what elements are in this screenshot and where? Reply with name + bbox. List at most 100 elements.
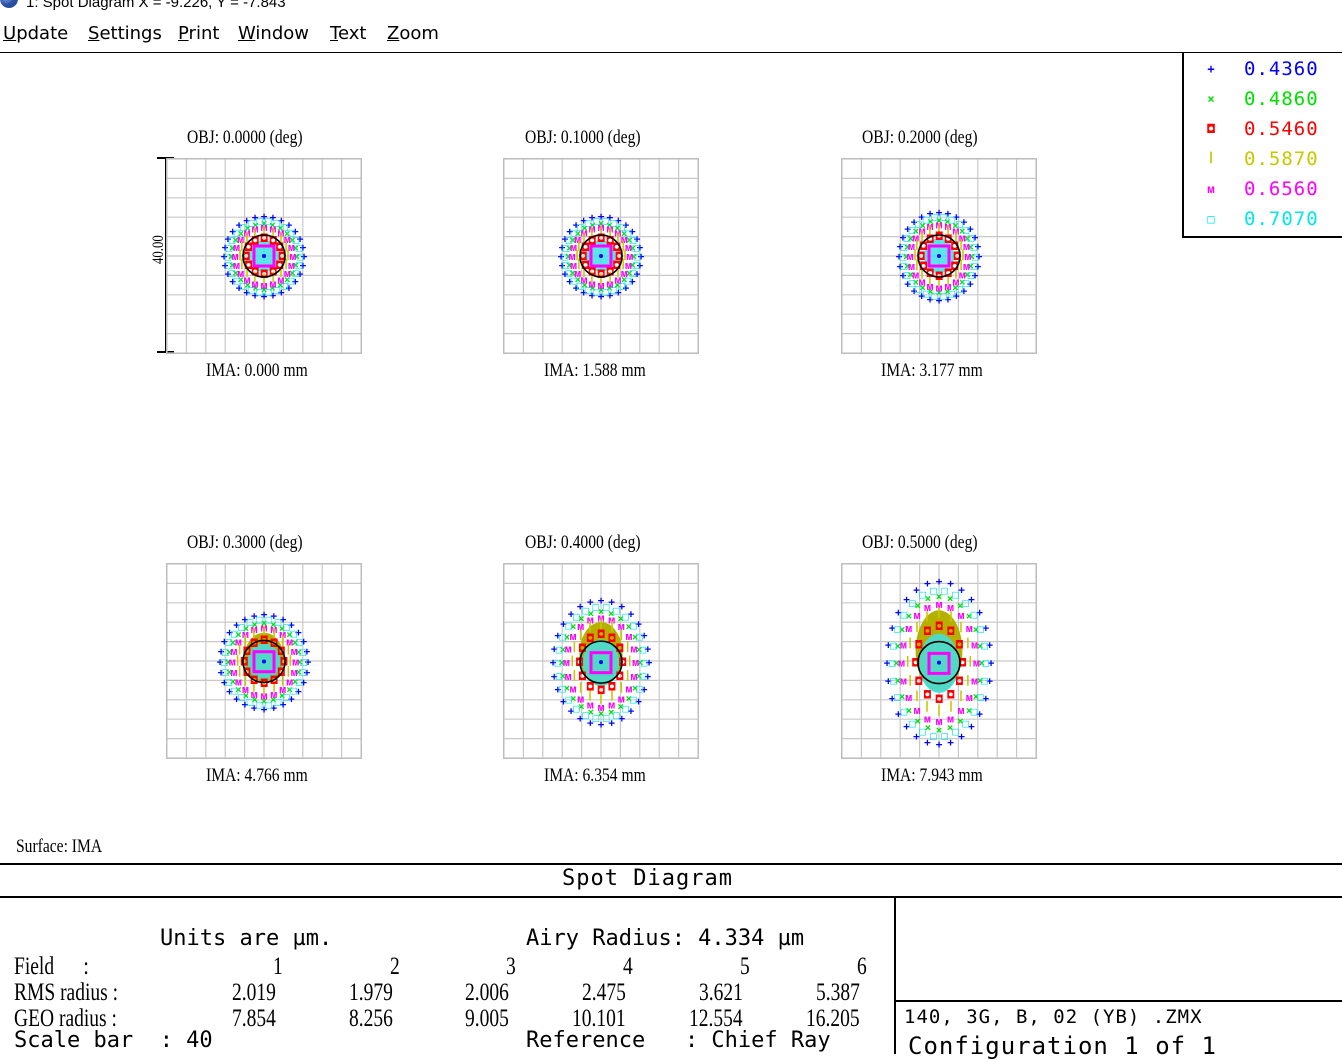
ray-mark: □ (633, 259, 640, 272)
ray-mark: + (900, 231, 907, 244)
menu-print[interactable]: Print (178, 23, 219, 44)
ray-mark: + (252, 211, 259, 224)
ray-mark: + (566, 225, 573, 238)
ray-mark: ᴍ (598, 221, 605, 234)
reference-text: Reference : Chief Ray (526, 1028, 831, 1053)
ray-mark: ꟾ (240, 240, 243, 254)
legend-symbol: □ (1207, 212, 1215, 226)
ray-mark: ᴍ (607, 223, 614, 236)
ray-mark: + (577, 712, 584, 725)
ray-mark: ᴍ (235, 676, 242, 689)
ray-mark: × (235, 683, 242, 696)
ray-mark: + (288, 693, 295, 706)
ray-mark: + (913, 730, 920, 743)
ray-mark: ᴍ (963, 240, 970, 253)
ray-mark: □ (221, 655, 228, 668)
ray-mark: × (952, 219, 959, 232)
ray-mark: □ (931, 211, 938, 224)
ray-mark: ◘ (240, 655, 248, 668)
scale-bar-text: Scale bar : 40 (14, 1028, 213, 1053)
ray-mark: + (589, 211, 596, 224)
ray-mark: × (296, 645, 303, 658)
menu-update[interactable]: Update (3, 23, 68, 44)
legend-entry: ◘ 0.5460 (1184, 118, 1342, 146)
ray-mark: ᴍ (971, 675, 978, 688)
ray-mark: × (893, 657, 900, 670)
ray-mark: ᴍ (626, 250, 633, 263)
ray-mark: ◘ (914, 675, 922, 688)
ray-mark: ᴍ (963, 260, 970, 273)
ray-mark: × (232, 266, 239, 279)
ray-mark: + (634, 233, 641, 246)
ray-mark: ꟾ (285, 258, 288, 272)
ray-mark: ᴍ (964, 250, 971, 263)
ray-mark: + (558, 250, 565, 263)
menu-settings[interactable]: Settings (88, 23, 162, 44)
ray-mark: □ (956, 217, 963, 230)
ray-mark: × (606, 218, 613, 231)
menu-zoom[interactable]: Zoom (387, 23, 439, 44)
ray-mark: ᴍ (261, 221, 268, 234)
ray-mark: + (233, 618, 240, 631)
legend-wavelength: 0.6560 (1244, 178, 1319, 200)
ray-mark: □ (909, 224, 916, 237)
ray-mark: + (221, 635, 228, 648)
ray-mark: × (919, 281, 926, 294)
ray-mark: ꟾ (285, 240, 288, 254)
ray-mark: ᴍ (231, 645, 238, 658)
ray-mark: □ (256, 214, 263, 227)
ray-mark: □ (562, 250, 569, 263)
ray-mark: □ (613, 604, 620, 617)
menu-text[interactable]: Text (330, 23, 366, 44)
ray-mark: + (587, 717, 594, 730)
ray-mark: □ (900, 250, 907, 263)
ray-mark: × (626, 692, 633, 705)
ray-mark: + (924, 736, 931, 749)
ray-mark: ᴍ (608, 699, 615, 712)
ray-mark: ꟾ (966, 674, 969, 688)
ray-mark: ᴍ (233, 241, 240, 254)
ray-mark: ꟾ (949, 701, 952, 715)
ray-mark: □ (923, 287, 930, 300)
ray-mark: × (588, 607, 595, 620)
panel-frame (503, 563, 699, 759)
ray-mark: ꟾ (966, 637, 969, 651)
ray-mark: + (550, 656, 557, 669)
ray-mark: ◘ (269, 234, 277, 247)
ray-mark: □ (275, 616, 282, 629)
ray-mark: ꟾ (245, 232, 248, 246)
ray-mark: □ (573, 610, 580, 623)
ray-mark: □ (941, 584, 948, 597)
ray-mark: ꟾ (286, 249, 289, 263)
ray-mark: ◘ (955, 675, 963, 688)
ray-mark: × (944, 285, 951, 298)
ray-mark: ◘ (958, 657, 966, 670)
ray-mark: ꟾ (279, 232, 282, 246)
app-icon (0, 0, 18, 8)
ray-mark: × (279, 622, 286, 635)
ray-mark: + (304, 645, 311, 658)
ray-mark: + (261, 210, 268, 223)
geo-value: 16.205 (806, 1005, 860, 1032)
ray-mark: + (904, 277, 911, 290)
ray-mark: ꟾ (915, 239, 918, 253)
ray-mark: ꟾ (622, 240, 625, 254)
ray-mark: ◘ (919, 240, 927, 253)
ray-mark: □ (290, 627, 297, 640)
ray-mark: ꟾ (238, 249, 241, 263)
ray-mark: × (614, 222, 621, 235)
spot-panel: ++++++++++++++++++++++++++++××××××××××××… (841, 158, 1037, 354)
ray-mark: ꟾ (244, 634, 247, 648)
ray-mark: + (270, 211, 277, 224)
ray-mark: ᴍ (936, 218, 943, 231)
ray-mark: ᴍ (631, 670, 638, 683)
ray-mark: × (566, 242, 573, 255)
ray-mark: ◘ (935, 693, 943, 706)
ray-mark: ꟾ (252, 628, 255, 642)
ray-mark: ◘ (926, 233, 934, 246)
menu-window[interactable]: Window (238, 23, 309, 44)
ray-mark: + (233, 693, 240, 706)
ray-mark: ꟾ (928, 225, 931, 239)
ray-mark: + (945, 207, 952, 220)
ray-mark: ꟾ (236, 654, 239, 668)
